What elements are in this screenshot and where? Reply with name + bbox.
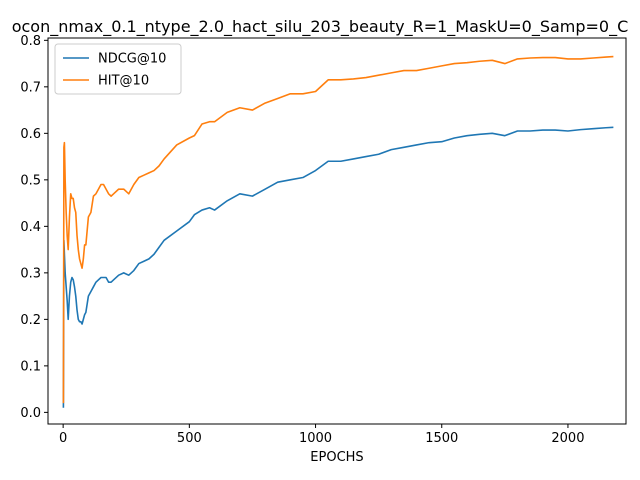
y-tick-label: 0.2 [20, 313, 41, 328]
y-tick-label: 0.1 [20, 359, 41, 374]
y-tick-label: 0.4 [20, 220, 41, 235]
series-line-1 [62, 55, 614, 404]
series-layer [62, 55, 614, 408]
x-tick-label: 2000 [551, 431, 584, 446]
y-tick-label: 0.6 [20, 127, 41, 142]
x-tick-label: 1500 [425, 431, 458, 446]
x-axis-label: EPOCHS [310, 450, 363, 465]
y-tick-label: 0.0 [20, 406, 41, 421]
plot-frame [47, 37, 627, 425]
chart-title: ocon_nmax_0.1_ntype_2.0_hact_silu_203_be… [12, 17, 629, 37]
y-tick-label: 0.8 [20, 34, 41, 49]
y-tick-label: 0.3 [20, 266, 41, 281]
y-tick-label: 0.7 [20, 80, 41, 95]
legend-label-0: NDCG@10 [98, 52, 166, 67]
legend-label-1: HIT@10 [98, 74, 149, 89]
x-tick-label: 0 [59, 431, 67, 446]
series-line-0 [62, 126, 614, 408]
legend: NDCG@10 HIT@10 [54, 43, 182, 95]
x-tick-label: 500 [177, 431, 202, 446]
legend-box [54, 43, 182, 95]
y-tick-label: 0.5 [20, 173, 41, 188]
x-tick-label: 1000 [299, 431, 332, 446]
y-axis: 0.0 0.1 0.2 0.3 0.4 0.5 0.6 0.7 0.8 [20, 34, 48, 421]
x-axis: 0 500 1000 1500 2000 [59, 424, 584, 446]
